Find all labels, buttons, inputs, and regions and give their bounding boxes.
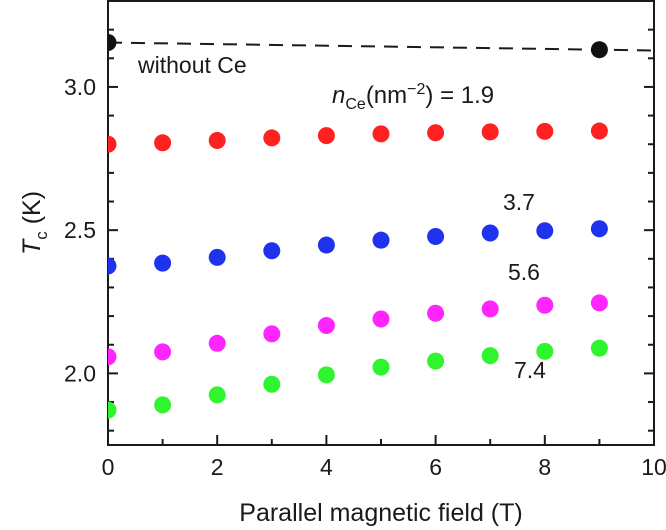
n-ce-symbol: n xyxy=(332,82,345,109)
x-axis-ticks xyxy=(107,435,655,445)
y-axis-title-main: T xyxy=(18,238,46,255)
data-point xyxy=(590,220,608,238)
data-point xyxy=(263,242,281,260)
data-point xyxy=(263,325,281,343)
data-point xyxy=(317,236,335,254)
data-point xyxy=(317,317,335,335)
annotation-5-6: 5.6 xyxy=(508,259,540,285)
annotation-7-4: 7.4 xyxy=(514,357,546,383)
y-axis-title-sub: c xyxy=(32,231,51,240)
n-ce-unit-open: (nm xyxy=(366,82,407,109)
without-ce-dashed-line xyxy=(107,41,655,52)
x-tick-label: 8 xyxy=(538,454,551,480)
y-tick-label: 2.5 xyxy=(64,217,96,243)
data-point xyxy=(263,375,281,393)
x-tick-label: 2 xyxy=(211,454,224,480)
data-point xyxy=(154,134,172,152)
x-axis-tick-labels: 0 2 4 6 8 10 xyxy=(102,454,666,480)
y-axis-title: Tc (K) xyxy=(18,191,51,255)
data-point xyxy=(590,294,608,312)
data-point xyxy=(208,132,226,150)
n-ce-unit-close: ) xyxy=(425,82,433,109)
x-axis-title: Parallel magnetic field (T) xyxy=(239,499,522,527)
data-point xyxy=(317,127,335,145)
data-point xyxy=(481,224,499,242)
x-tick-label: 4 xyxy=(320,454,333,480)
data-point xyxy=(536,222,554,240)
data-point xyxy=(154,396,172,414)
n-ce-subscript: Ce xyxy=(345,96,366,113)
data-point xyxy=(108,401,117,419)
data-point xyxy=(317,366,335,384)
data-point xyxy=(427,124,445,142)
n-ce-exponent: −2 xyxy=(407,81,425,98)
data-point xyxy=(208,248,226,266)
data-point xyxy=(536,342,554,360)
x-tick-label: 0 xyxy=(102,454,115,480)
data-point xyxy=(208,386,226,404)
data-point xyxy=(372,358,390,376)
data-point xyxy=(208,334,226,352)
data-point xyxy=(590,339,608,357)
data-point xyxy=(427,304,445,322)
data-points xyxy=(108,34,608,419)
y-axis-tick-labels: 2.0 2.5 3.0 xyxy=(64,74,96,386)
y-tick-label: 2.0 xyxy=(64,360,96,386)
data-point xyxy=(108,257,117,275)
data-point xyxy=(481,123,499,141)
data-point xyxy=(427,227,445,245)
data-point xyxy=(427,352,445,370)
annotation-n-ce: nCe(nm−2) = 1.9 xyxy=(332,81,494,113)
x-tick-label: 6 xyxy=(429,454,442,480)
data-point xyxy=(154,254,172,272)
annotation-3-7: 3.7 xyxy=(503,189,535,215)
y-axis-title-unit: (K) xyxy=(18,191,46,231)
data-point xyxy=(590,122,608,140)
annotation-without-ce: without Ce xyxy=(137,52,247,78)
data-point xyxy=(590,41,608,59)
data-point xyxy=(372,310,390,328)
data-point xyxy=(108,348,117,366)
x-tick-label: 10 xyxy=(641,454,666,480)
data-point xyxy=(536,296,554,314)
data-point xyxy=(108,34,117,52)
y-tick-label: 3.0 xyxy=(64,74,96,100)
n-ce-value: = 1.9 xyxy=(433,82,494,109)
data-point xyxy=(372,231,390,249)
data-point xyxy=(263,129,281,147)
data-point xyxy=(372,125,390,143)
data-point xyxy=(108,135,117,153)
data-point xyxy=(536,122,554,140)
data-point xyxy=(481,347,499,365)
data-point xyxy=(154,343,172,361)
data-point xyxy=(481,300,499,318)
